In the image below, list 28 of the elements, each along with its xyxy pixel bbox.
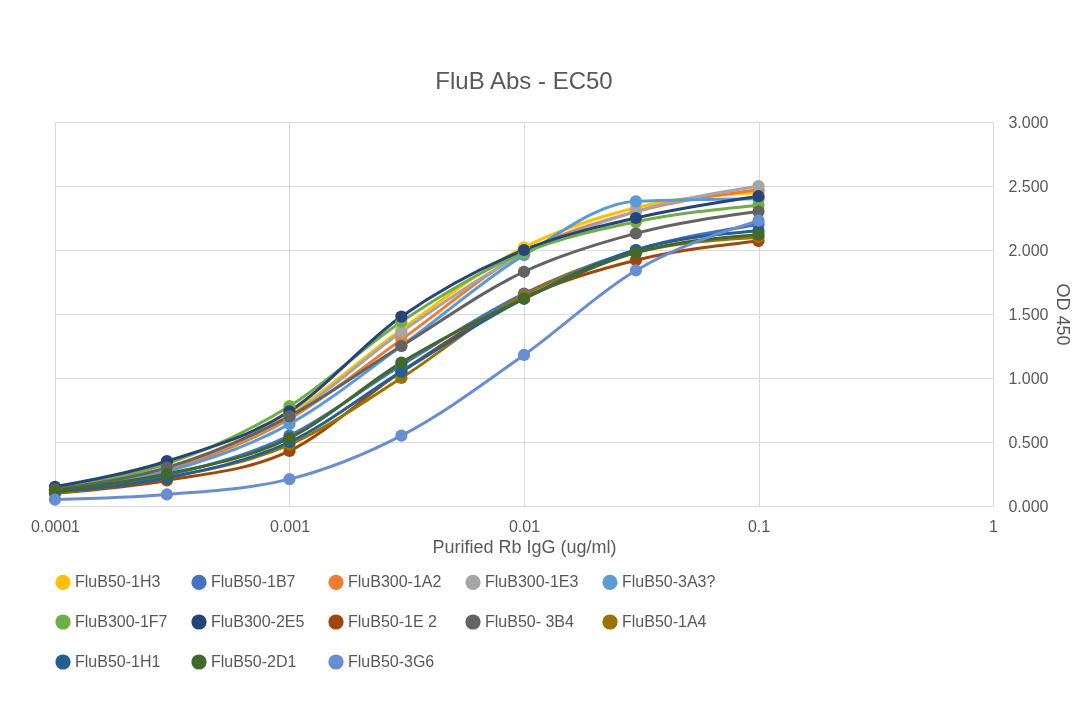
x-tick-label: 0.1: [747, 517, 771, 535]
y-tick-label: 2.000: [1008, 241, 1049, 259]
x-tick-label: 0.01: [508, 517, 541, 535]
y-tick-label: 2.500: [1008, 177, 1049, 195]
legend-label: FluB50-1A4: [622, 613, 707, 630]
y-tick-label: 1.000: [1008, 369, 1049, 387]
chart-title: FluB Abs - EC50: [435, 67, 613, 94]
legend-label: FluB50-3G6: [348, 653, 435, 670]
x-axis-title: Purified Rb IgG (ug/ml): [432, 536, 617, 557]
legend-label: FluB50-3A3?: [622, 573, 716, 591]
x-tick-label: 0.0001: [31, 517, 81, 535]
legend-label: FluB50-1H1: [75, 653, 161, 670]
legend-label: FluB50-2D1: [211, 653, 297, 670]
y-tick-label: 0.500: [1008, 433, 1049, 451]
y-axis-title: OD 450: [1052, 283, 1073, 346]
y-tick-label: 1.500: [1008, 305, 1049, 323]
x-tick-label: 0.001: [269, 517, 311, 535]
legend-label: FluB300-1F7: [75, 613, 168, 630]
legend-label: FluB50-1H3: [75, 573, 161, 591]
legend-label: FluB50-1B7: [211, 573, 296, 591]
legend-label: FluB50-1E 2: [348, 613, 438, 630]
x-tick-label: 1: [989, 517, 999, 535]
legend-label: FluB300-2E5: [211, 613, 305, 630]
legend-label: FluB300-1A2: [348, 573, 442, 591]
legend-label: FluB50- 3B4: [485, 613, 575, 630]
y-tick-label: 0.000: [1008, 497, 1049, 515]
y-tick-label: 3.000: [1008, 113, 1049, 131]
legend-label: FluB300-1E3: [485, 573, 579, 591]
